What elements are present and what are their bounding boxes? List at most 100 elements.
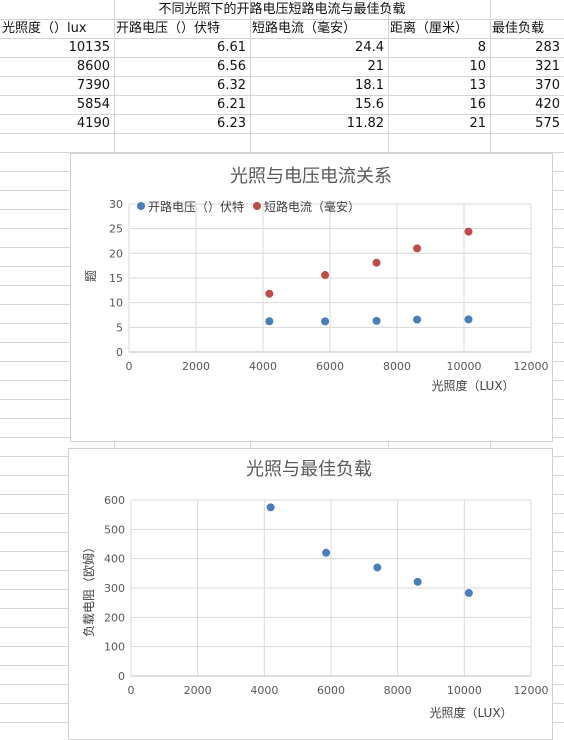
sheet-title[interactable]: 不同光照下的开路电压短路电流与最佳负载 bbox=[158, 2, 406, 17]
header-best-load[interactable]: 最佳负载 bbox=[492, 21, 545, 36]
x-tick-label: 4000 bbox=[250, 684, 278, 697]
table-cell[interactable]: 420 bbox=[535, 97, 560, 112]
legend-marker-voltage bbox=[137, 202, 145, 210]
grid-row-line bbox=[0, 114, 564, 115]
table-cell[interactable]: 21 bbox=[469, 116, 486, 131]
chart2-points bbox=[266, 503, 473, 597]
chart2-y-ticks: 0 100 200 300 400 500 600 bbox=[104, 494, 125, 683]
table-cell[interactable]: 13 bbox=[469, 78, 486, 93]
x-tick-label: 10000 bbox=[447, 684, 482, 697]
x-tick-label: 4000 bbox=[249, 360, 277, 373]
data-point-series-2 bbox=[464, 227, 473, 236]
header-voltage[interactable]: 开路电压（）伏特 bbox=[116, 21, 221, 36]
y-tick-label: 5 bbox=[116, 321, 123, 334]
table-cell[interactable]: 321 bbox=[535, 59, 560, 74]
x-tick-label: 6000 bbox=[316, 360, 344, 373]
data-point-series-2 bbox=[372, 258, 381, 267]
x-tick-label: 8000 bbox=[384, 684, 412, 697]
table-cell[interactable]: 6.61 bbox=[217, 40, 246, 55]
data-point-series-1 bbox=[373, 563, 382, 572]
grid-row-line bbox=[0, 57, 564, 58]
grid-row-line bbox=[0, 95, 564, 96]
grid-row-line bbox=[0, 133, 564, 134]
y-tick-label: 25 bbox=[109, 223, 123, 236]
table-cell[interactable]: 7390 bbox=[76, 78, 110, 93]
x-tick-label: 0 bbox=[126, 360, 133, 373]
table-cell[interactable]: 370 bbox=[535, 78, 560, 93]
table-cell[interactable]: 11.82 bbox=[346, 116, 384, 131]
data-point-series-1 bbox=[464, 315, 473, 324]
x-tick-label: 12000 bbox=[514, 360, 549, 373]
data-point-series-2 bbox=[413, 244, 422, 253]
legend-label-current: 短路电流（毫安） bbox=[264, 199, 360, 214]
x-tick-label: 10000 bbox=[447, 360, 482, 373]
data-point-series-2 bbox=[265, 289, 274, 298]
table-cell[interactable]: 15.6 bbox=[355, 97, 384, 112]
x-tick-label: 2000 bbox=[182, 360, 210, 373]
chart1-y-ticks: 0 5 10 15 20 25 30 bbox=[109, 198, 123, 359]
y-tick-label: 15 bbox=[109, 272, 123, 285]
data-point-series-1 bbox=[413, 315, 422, 324]
table-cell[interactable]: 18.1 bbox=[355, 78, 384, 93]
table-cell[interactable]: 6.21 bbox=[217, 97, 246, 112]
table-cell[interactable]: 6.56 bbox=[217, 59, 246, 74]
table-cell[interactable]: 283 bbox=[535, 40, 560, 55]
grid-row-line bbox=[0, 152, 564, 153]
table-cell[interactable]: 6.23 bbox=[217, 116, 246, 131]
data-point-series-1 bbox=[265, 317, 274, 326]
table-cell[interactable]: 24.4 bbox=[355, 40, 384, 55]
chart2-title: 光照与最佳负载 bbox=[246, 459, 372, 480]
chart-voltage-current-svg: 光照与电压电流关系 0 5 10 15 20 25 30 0 2000 4000 6000 8000… bbox=[84, 166, 549, 393]
grid-row-line bbox=[0, 38, 564, 39]
legend-marker-current bbox=[253, 202, 261, 210]
chart-best-load[interactable]: 光照与最佳负载 0 100 200 300 400 500 600 0 2000 4000 600… bbox=[68, 448, 553, 740]
table-cell[interactable]: 16 bbox=[469, 97, 486, 112]
chart2-x-ticks: 0 2000 4000 6000 8000 10000 12000 bbox=[128, 684, 549, 697]
chart-best-load-svg: 光照与最佳负载 0 100 200 300 400 500 600 0 2000 4000 600… bbox=[82, 459, 549, 720]
chart1-x-ticks: 0 2000 4000 6000 8000 10000 12000 bbox=[126, 360, 549, 373]
y-tick-label: 400 bbox=[104, 553, 125, 566]
table-cell[interactable]: 21 bbox=[367, 59, 384, 74]
chart2-gridlines bbox=[130, 499, 532, 677]
grid-row-line bbox=[0, 76, 564, 77]
chart1-title: 光照与电压电流关系 bbox=[230, 166, 392, 187]
data-point-series-1 bbox=[321, 317, 330, 326]
grid-row-line bbox=[0, 19, 564, 20]
y-tick-label: 0 bbox=[118, 670, 125, 683]
x-tick-label: 12000 bbox=[514, 684, 549, 697]
x-tick-label: 2000 bbox=[184, 684, 212, 697]
table-cell[interactable]: 4190 bbox=[76, 116, 110, 131]
header-distance[interactable]: 距离（厘米） bbox=[390, 21, 469, 36]
chart1-y-axis-label: 题 bbox=[84, 270, 98, 282]
x-tick-label: 8000 bbox=[383, 360, 411, 373]
table-cell[interactable]: 10 bbox=[469, 59, 486, 74]
header-illuminance[interactable]: 光照度（）lux bbox=[2, 21, 87, 36]
x-tick-label: 0 bbox=[128, 684, 135, 697]
table-cell[interactable]: 8600 bbox=[76, 59, 110, 74]
y-tick-label: 600 bbox=[104, 494, 125, 507]
data-point-series-2 bbox=[321, 271, 330, 280]
chart1-legend: 开路电压（）伏特 短路电流（毫安） bbox=[137, 199, 360, 214]
y-tick-label: 30 bbox=[109, 198, 123, 211]
chart1-gridlines bbox=[128, 203, 532, 353]
data-point-series-1 bbox=[266, 503, 275, 512]
table-cell[interactable]: 10135 bbox=[68, 40, 110, 55]
table-cell[interactable]: 6.32 bbox=[217, 78, 246, 93]
chart1-x-axis-label: 光照度（LUX） bbox=[431, 378, 514, 393]
data-point-series-1 bbox=[372, 316, 381, 325]
data-point-series-1 bbox=[464, 588, 473, 597]
chart-voltage-current[interactable]: 光照与电压电流关系 0 5 10 15 20 25 30 0 2000 4000 6000 8000… bbox=[70, 153, 553, 442]
y-tick-label: 300 bbox=[104, 582, 125, 595]
table-cell[interactable]: 8 bbox=[477, 40, 486, 55]
y-tick-label: 500 bbox=[104, 523, 125, 536]
data-point-series-1 bbox=[413, 577, 422, 586]
y-tick-label: 100 bbox=[104, 641, 125, 654]
header-current[interactable]: 短路电流（毫安） bbox=[252, 21, 357, 36]
data-point-series-1 bbox=[322, 548, 331, 557]
legend-label-voltage: 开路电压（）伏特 bbox=[148, 199, 244, 214]
table-cell[interactable]: 5854 bbox=[76, 97, 110, 112]
table-cell[interactable]: 575 bbox=[535, 116, 560, 131]
chart2-x-axis-label: 光照度（LUX） bbox=[429, 705, 512, 720]
chart1-points bbox=[265, 227, 473, 326]
